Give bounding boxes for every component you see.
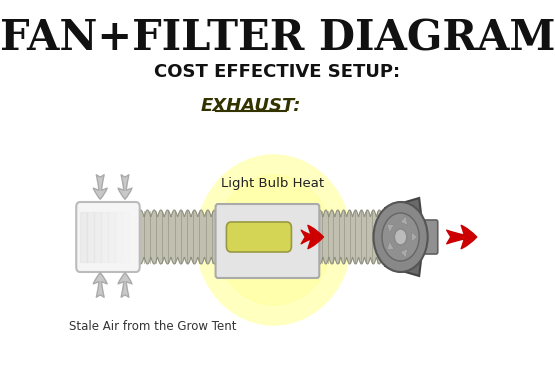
FancyBboxPatch shape (415, 220, 438, 254)
Polygon shape (400, 216, 407, 225)
FancyBboxPatch shape (76, 202, 140, 272)
Text: EXHAUST:: EXHAUST: (201, 97, 301, 115)
Circle shape (382, 213, 419, 261)
Text: Stale Air from the Grow Tent: Stale Air from the Grow Tent (69, 320, 237, 333)
Ellipse shape (196, 155, 351, 325)
Circle shape (395, 229, 407, 245)
FancyBboxPatch shape (226, 222, 291, 252)
Polygon shape (400, 249, 407, 258)
Ellipse shape (215, 175, 332, 305)
Polygon shape (387, 241, 394, 250)
Polygon shape (387, 224, 394, 233)
Polygon shape (317, 210, 388, 264)
FancyBboxPatch shape (215, 204, 319, 278)
Polygon shape (411, 232, 417, 242)
Text: FAN+FILTER DIAGRAM: FAN+FILTER DIAGRAM (0, 17, 555, 59)
Circle shape (374, 202, 428, 272)
Polygon shape (385, 198, 424, 276)
Text: COST EFFECTIVE SETUP:: COST EFFECTIVE SETUP: (154, 63, 401, 81)
Text: Light Bulb Heat: Light Bulb Heat (220, 176, 324, 189)
Polygon shape (138, 210, 218, 264)
